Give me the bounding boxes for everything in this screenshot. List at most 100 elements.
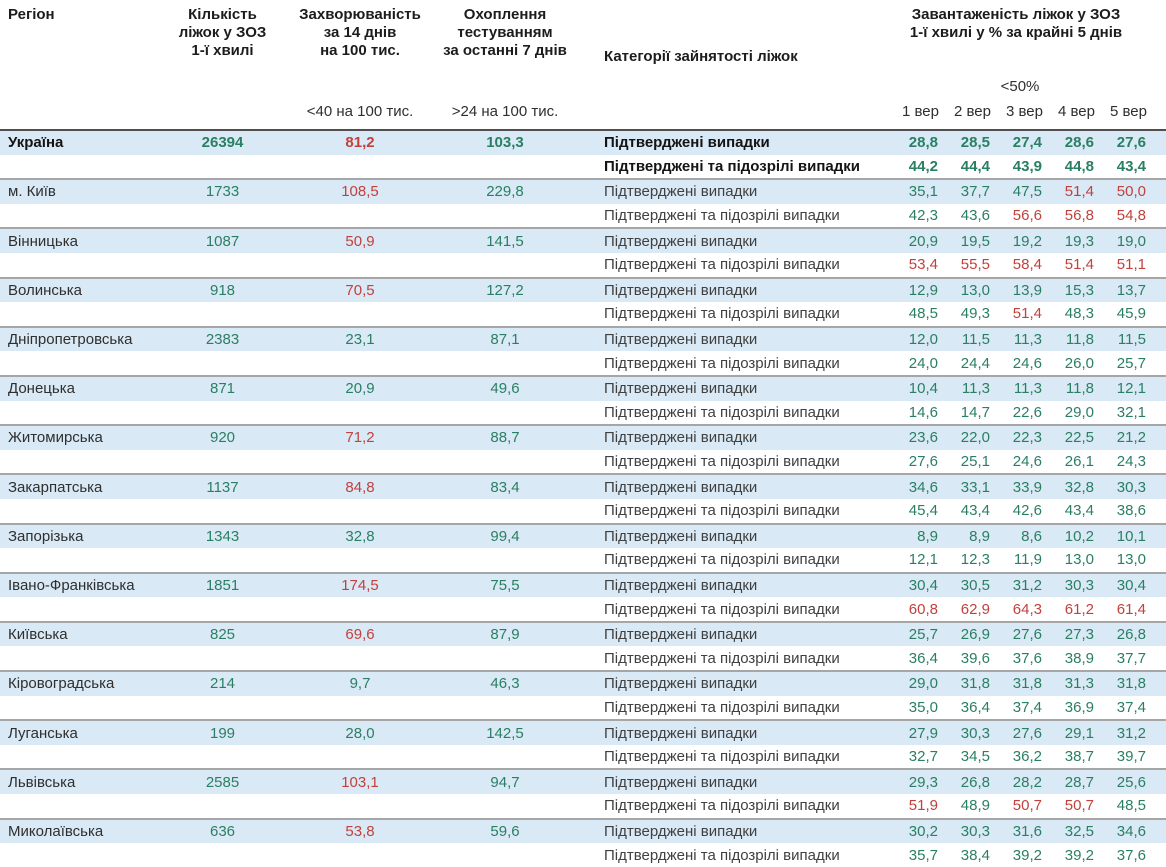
category-label-confirmed-suspected: Підтверджені та підозрілі випадки (604, 403, 840, 421)
beds-value: 26394 (201, 134, 244, 152)
testing-value: 142,5 (486, 724, 524, 742)
load-value: 61,4 (1116, 600, 1146, 618)
region-block: Україна 26394 81,2 103,3 Підтверджені ви… (0, 129, 1166, 179)
load-value: 36,2 (1012, 748, 1042, 766)
category-label-confirmed: Підтверджені випадки (604, 478, 758, 496)
load-value: 13,9 (1012, 281, 1042, 299)
load-value: 30,2 (908, 822, 938, 840)
region-block: Миколаївська 636 53,8 59,6 Підтверджені … (0, 817, 1166, 867)
region-name: Івано-Франківська (8, 576, 135, 594)
beds-value: 920 (209, 429, 236, 447)
load-value: 38,4 (960, 846, 990, 864)
load-value: 25,7 (908, 626, 938, 644)
load-value: 31,6 (1012, 822, 1042, 840)
incidence-value: 71,2 (345, 429, 375, 447)
incidence-value: 174,5 (341, 576, 379, 594)
table-row-confirmed-suspected: Підтверджені та підозрілі випадки 12,1 1… (0, 548, 1166, 572)
region-name: Луганська (8, 724, 78, 742)
header-testing: Охоплення тестуванням за останні 7 днів (420, 6, 590, 60)
region-name: Закарпатська (8, 478, 103, 496)
beds-value: 825 (209, 626, 236, 644)
load-value: 44,2 (908, 157, 938, 175)
load-value: 24,3 (1116, 453, 1146, 471)
load-value: 37,6 (1012, 649, 1042, 667)
incidence-value: 9,7 (349, 675, 371, 693)
load-value: 38,6 (1116, 502, 1146, 520)
testing-value: 87,9 (490, 626, 520, 644)
header-incidence-line2: за 14 днів (323, 24, 397, 41)
load-value: 11,3 (1013, 380, 1042, 398)
incidence-value: 50,9 (345, 232, 375, 250)
category-label-confirmed: Підтверджені випадки (604, 675, 758, 693)
load-value: 31,2 (1012, 576, 1042, 594)
region-name: Донецька (8, 380, 75, 398)
load-value: 26,0 (1064, 354, 1094, 372)
table-row-confirmed: м. Київ 1733 108,5 229,8 Підтверджені ви… (0, 180, 1166, 204)
load-value: 39,2 (1064, 846, 1094, 864)
beds-value: 1087 (205, 232, 240, 250)
testing-value: 46,3 (490, 675, 520, 693)
load-value: 43,4 (1116, 157, 1146, 175)
load-value: 31,2 (1116, 724, 1146, 742)
testing-value: 49,6 (490, 380, 520, 398)
beds-value: 1733 (205, 183, 240, 201)
load-value: 10,4 (908, 380, 938, 398)
region-block: Івано-Франківська 1851 174,5 75,5 Підтве… (0, 571, 1166, 621)
load-value: 25,1 (960, 453, 990, 471)
load-value: 11,3 (1013, 331, 1042, 349)
load-value: 31,8 (1012, 675, 1042, 693)
date-col-1: 1 вер (902, 103, 939, 120)
testing-value: 83,4 (490, 478, 520, 496)
load-value: 13,7 (1116, 281, 1146, 299)
region-name: Львівська (8, 773, 76, 791)
region-name: Дніпропетровська (8, 331, 133, 349)
load-value: 39,7 (1116, 748, 1146, 766)
table-row-confirmed-suspected: Підтверджені та підозрілі випадки 45,4 4… (0, 498, 1166, 523)
load-value: 37,6 (1116, 846, 1146, 864)
table-row-confirmed-suspected: Підтверджені та підозрілі випадки 42,3 4… (0, 203, 1166, 228)
region-block: Кіровоградська 214 9,7 46,3 Підтверджені… (0, 670, 1166, 720)
category-label-confirmed-suspected: Підтверджені та підозрілі випадки (604, 846, 840, 864)
date-column-headers: 1 вер 2 вер 3 вер 4 вер 5 вер (890, 103, 1150, 121)
load-value: 24,0 (908, 354, 938, 372)
load-value: 19,0 (1116, 232, 1146, 250)
table-row-confirmed: Івано-Франківська 1851 174,5 75,5 Підтве… (0, 573, 1166, 598)
load-value: 38,9 (1064, 649, 1094, 667)
load-value: 30,4 (1116, 576, 1146, 594)
load-value: 11,8 (1065, 331, 1094, 349)
beds-value: 214 (209, 675, 236, 693)
category-label-confirmed-suspected: Підтверджені та підозрілі випадки (604, 748, 840, 766)
load-value: 26,8 (960, 773, 990, 791)
header-bed-load-line1: Завантаженість ліжок у ЗОЗ (911, 6, 1121, 23)
load-value: 39,2 (1012, 846, 1042, 864)
incidence-value: 32,8 (345, 527, 375, 545)
testing-value: 99,4 (490, 527, 520, 545)
load-value: 56,8 (1064, 207, 1094, 225)
testing-threshold-label: >24 на 100 тис. (451, 103, 559, 120)
category-label-confirmed-suspected: Підтверджені та підозрілі випадки (604, 551, 840, 569)
load-value: 36,4 (908, 649, 938, 667)
load-value: 29,1 (1064, 724, 1094, 742)
load-value: 28,8 (908, 134, 938, 152)
header-testing-line3: за останні 7 днів (443, 42, 567, 59)
category-label-confirmed: Підтверджені випадки (604, 380, 758, 398)
table-row-confirmed: Запорізька 1343 32,8 99,4 Підтверджені в… (0, 524, 1166, 549)
load-value: 13,0 (1116, 551, 1146, 569)
load-value: 43,9 (1012, 157, 1042, 175)
load-value: 20,9 (908, 232, 938, 250)
incidence-value: 53,8 (345, 822, 375, 840)
table-row-confirmed-suspected: Підтверджені та підозрілі випадки 27,6 2… (0, 449, 1166, 474)
load-value: 44,8 (1064, 157, 1094, 175)
load-value: 8,9 (969, 527, 990, 545)
load-value: 37,4 (1012, 698, 1042, 716)
load-value: 13,0 (960, 281, 990, 299)
load-value: 14,7 (960, 403, 990, 421)
category-label-confirmed: Підтверджені випадки (604, 183, 758, 201)
beds-value: 2585 (205, 773, 240, 791)
category-label-confirmed: Підтверджені випадки (604, 331, 758, 349)
header-beds: Кількість ліжок у ЗОЗ 1-ї хвилі (150, 6, 295, 60)
load-value: 22,3 (1012, 429, 1042, 447)
category-label-confirmed-suspected: Підтверджені та підозрілі випадки (604, 600, 840, 618)
load-value: 38,7 (1064, 748, 1094, 766)
load-value: 32,1 (1116, 403, 1146, 421)
